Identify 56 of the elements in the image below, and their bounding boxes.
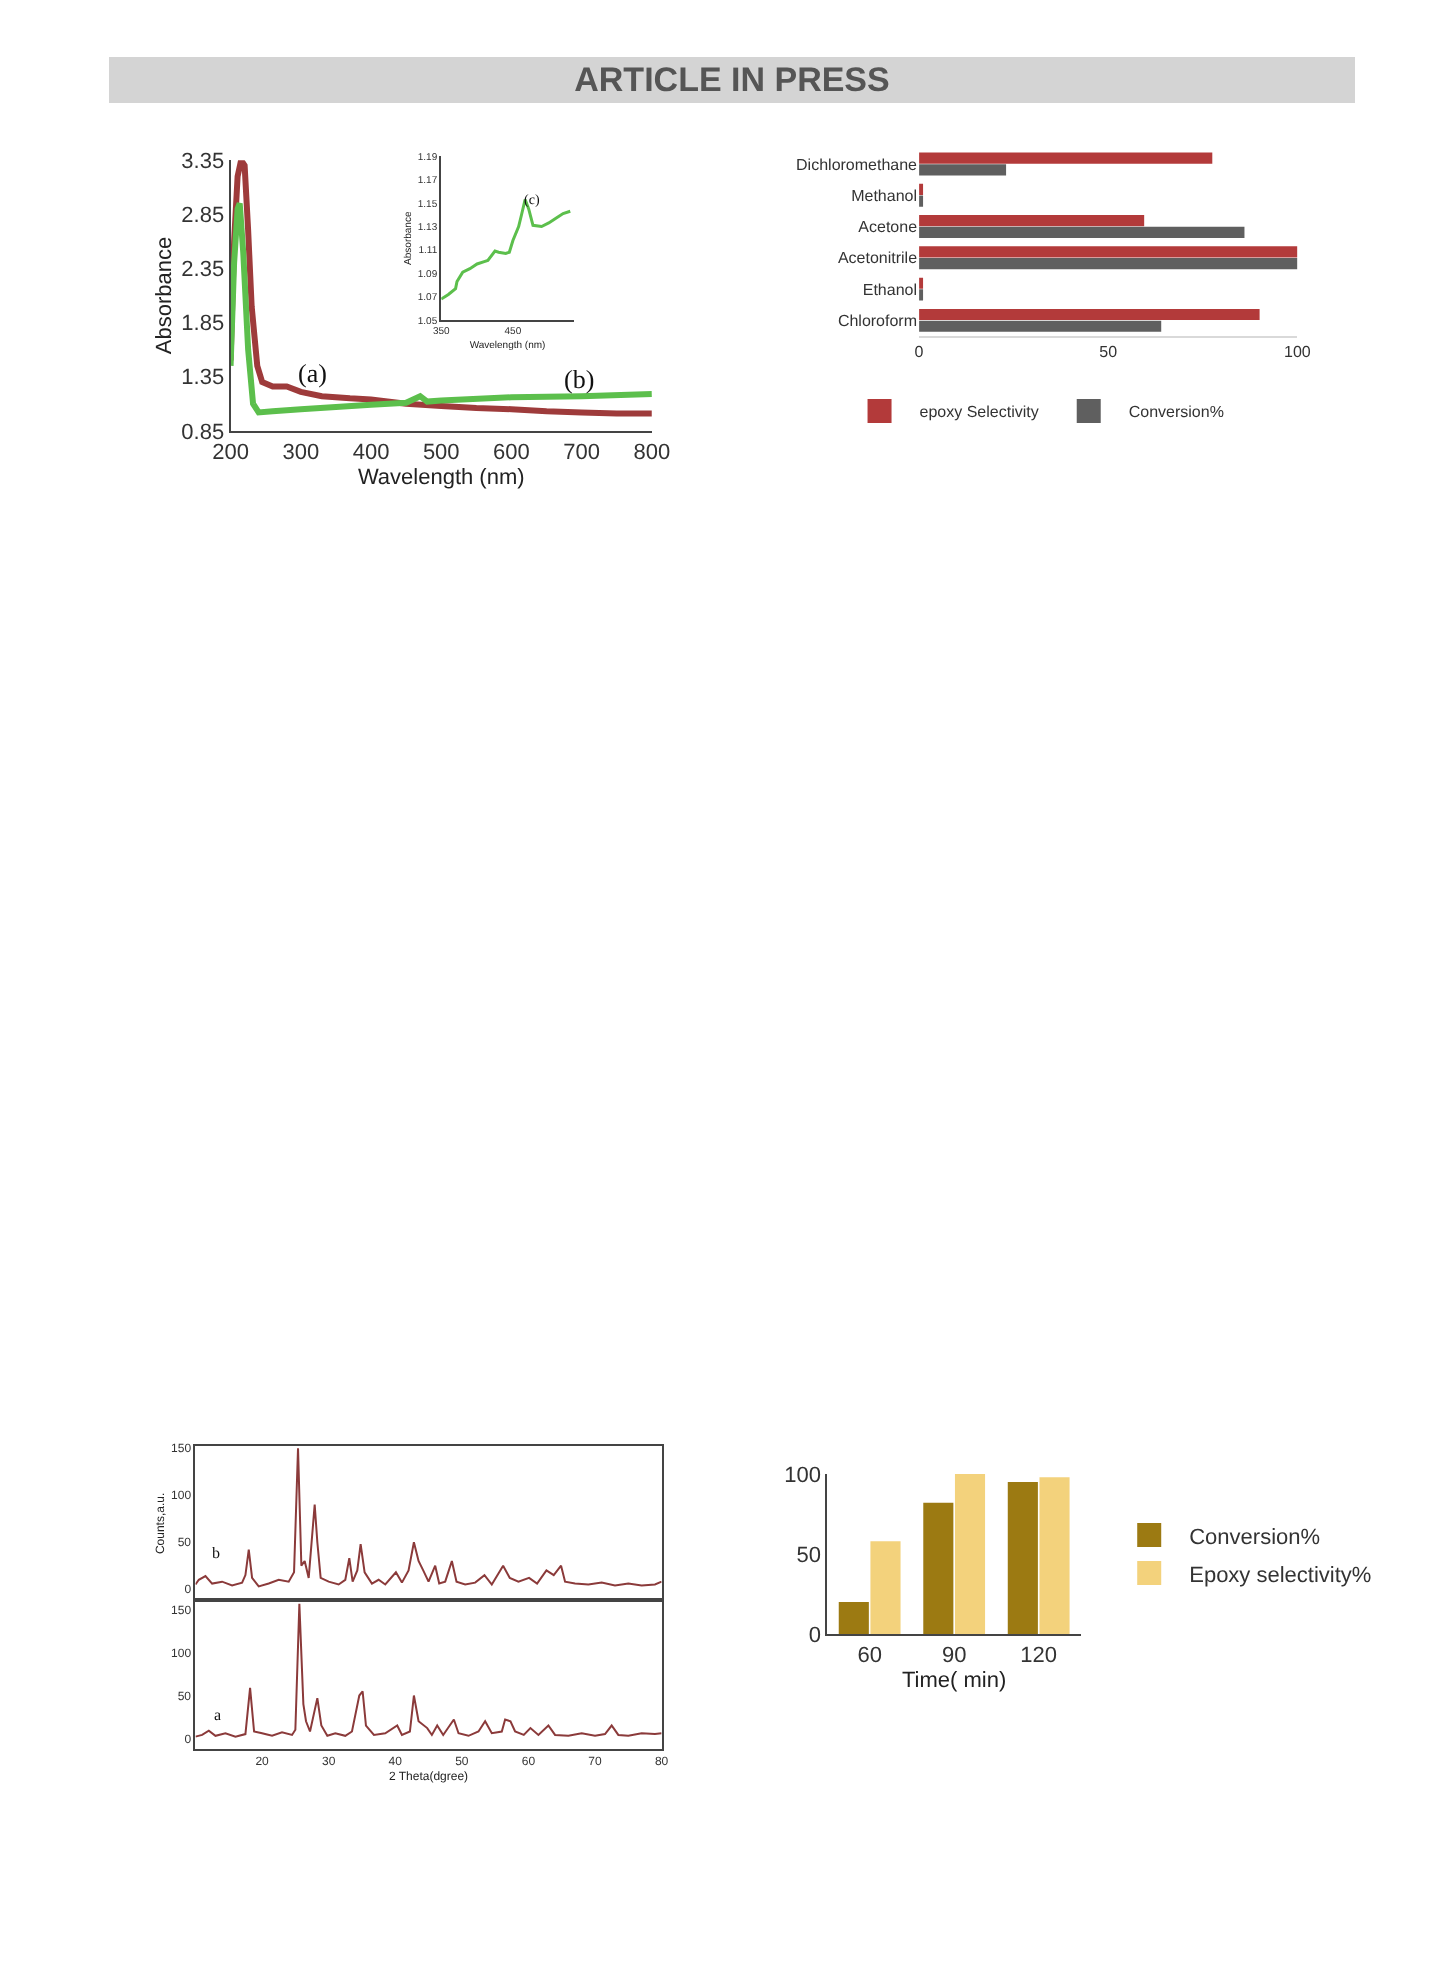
bar	[923, 1502, 954, 1635]
line-series	[195, 1602, 662, 1738]
y-tick-label: Acetonitrile	[837, 249, 919, 268]
annotation: b	[212, 1544, 220, 1562]
y-tick-label: 1.85	[181, 312, 225, 337]
annotation: a	[214, 1706, 222, 1724]
legend-label: Conversion%	[1189, 1525, 1321, 1550]
x-tick-label: 600	[493, 441, 530, 466]
bar	[919, 246, 1298, 258]
line-series	[195, 1447, 662, 1588]
bar	[1039, 1477, 1070, 1635]
legend-label: Conversion%	[1128, 403, 1224, 422]
line-series	[441, 198, 572, 301]
y-tick-label: 100	[784, 1463, 821, 1488]
legend-label: epoxy Selectivity	[919, 403, 1039, 422]
bar	[919, 308, 1260, 321]
x-tick-label: 120	[1020, 1644, 1058, 1669]
x-tick-label: 60	[857, 1644, 882, 1669]
y-tick-label: Acetone	[858, 218, 919, 237]
y-tick-label: 0	[808, 1623, 821, 1648]
x-tick-label: 300	[282, 441, 320, 466]
x-tick-label: 800	[633, 441, 671, 466]
y-tick-label: 50	[796, 1543, 821, 1568]
y-tick-label: Ethanol	[862, 280, 918, 299]
bar	[838, 1602, 869, 1635]
bar	[870, 1541, 901, 1635]
bar	[919, 215, 1145, 227]
x-tick-label: 500	[422, 441, 460, 466]
bar	[919, 152, 1213, 164]
y-axis-title: Absorbance	[152, 236, 177, 355]
annotation: (a)	[298, 358, 327, 388]
bar	[919, 164, 1007, 176]
x-axis-title: Time( min)	[902, 1668, 1007, 1693]
bar	[919, 258, 1298, 270]
bar	[1007, 1482, 1038, 1635]
annotation: (b)	[564, 364, 595, 394]
y-tick-label: Methanol	[851, 186, 918, 205]
x-tick-label: 700	[563, 441, 601, 466]
x-tick-label: 100	[1284, 343, 1312, 362]
x-tick-label: 90	[941, 1644, 967, 1669]
y-tick-label: 2.85	[181, 204, 225, 228]
y-tick-label: Chloroform	[837, 311, 918, 330]
text: ARTICLE IN PRESS	[574, 61, 890, 99]
x-tick-label: 50	[1099, 343, 1119, 362]
y-tick-label: 0.85	[181, 420, 225, 445]
x-axis-title: Wavelength (nm)	[357, 465, 525, 490]
bar	[954, 1474, 986, 1635]
bar	[919, 320, 1162, 332]
x-tick-label: 200	[212, 441, 249, 466]
y-tick-label: 3.35	[181, 149, 225, 174]
y-tick-label: Dichloromethane	[796, 155, 919, 174]
y-tick-label: 2.35	[181, 258, 225, 283]
legend-label: Epoxy selectivity%	[1189, 1563, 1372, 1588]
x-tick-label: 400	[352, 441, 390, 466]
y-tick-label: 1.35	[181, 366, 225, 391]
bar	[919, 226, 1245, 238]
